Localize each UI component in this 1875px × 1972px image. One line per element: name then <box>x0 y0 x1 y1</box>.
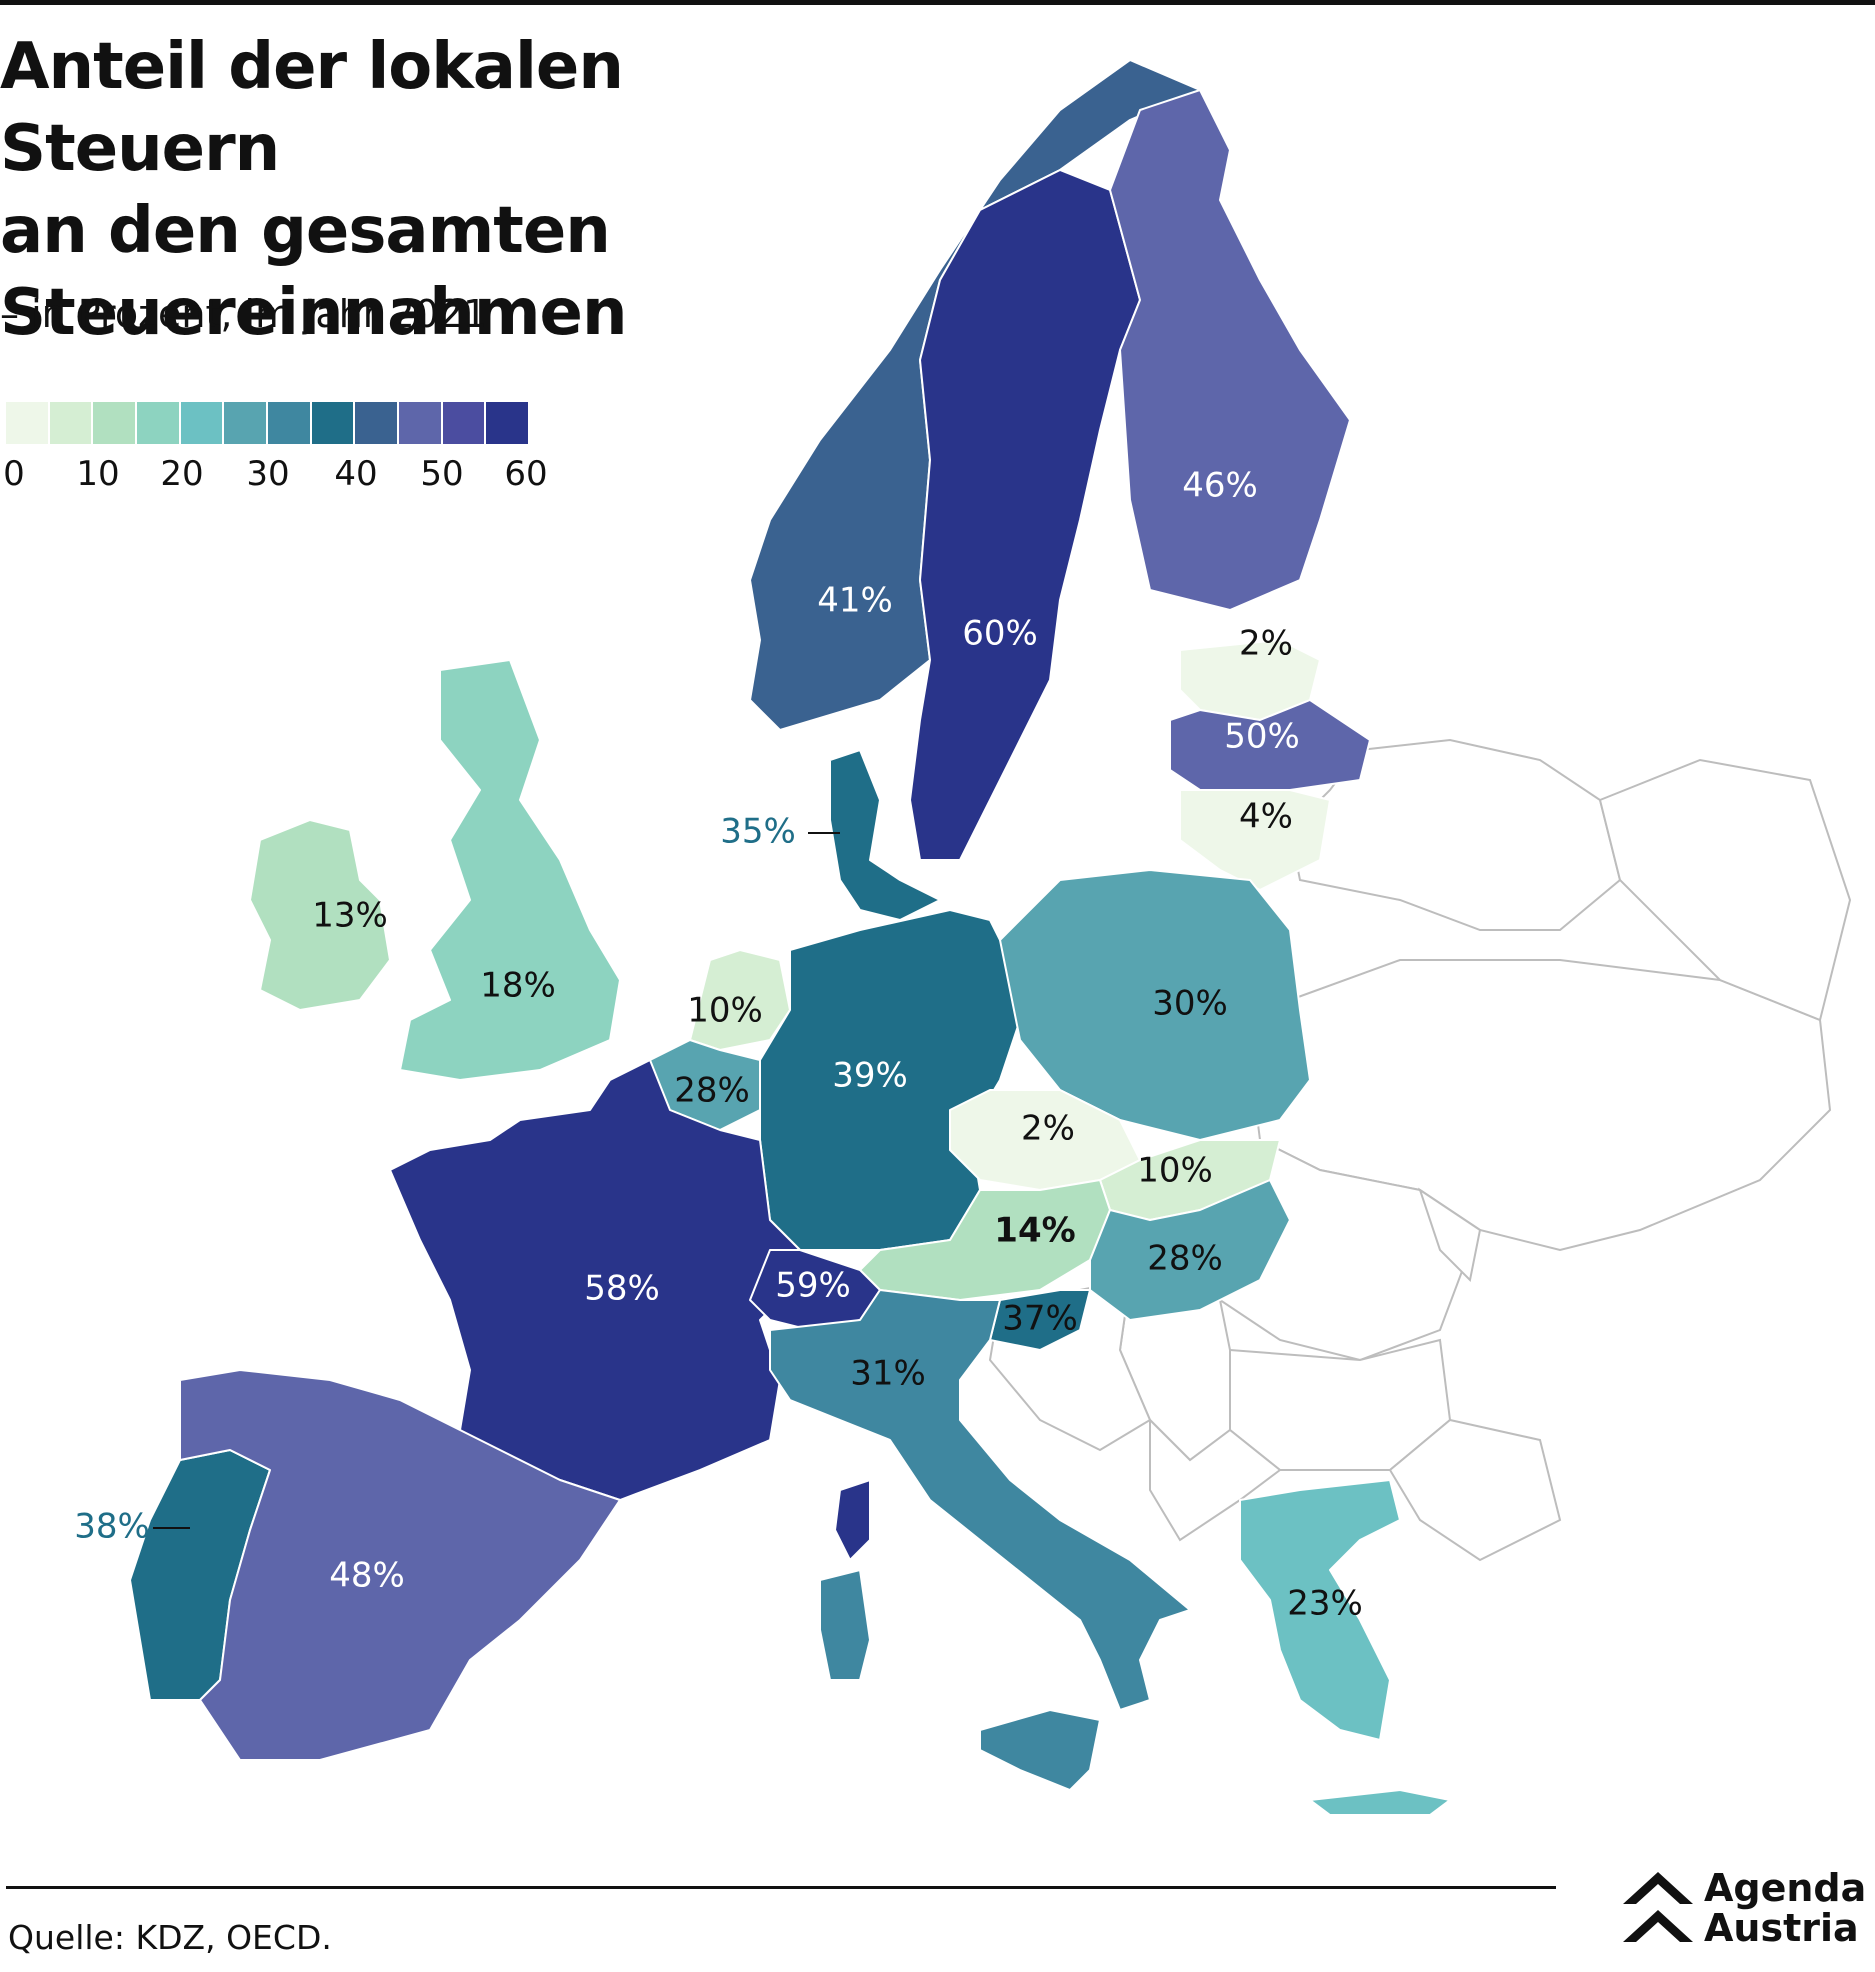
color-legend <box>6 402 530 448</box>
label-lithuania: 4% <box>1239 797 1293 837</box>
background-countries <box>988 738 1852 1562</box>
country-ireland <box>249 819 391 1011</box>
top-rule <box>0 0 1875 5</box>
legend-tick-label: 40 <box>334 454 378 494</box>
label-norway: 41% <box>817 581 893 621</box>
legend-swatch <box>224 402 267 444</box>
map-title: Anteil der lokalen Steuern an den gesamt… <box>0 26 900 354</box>
bg-russia-west <box>1598 758 1852 1022</box>
country-hungary <box>1089 1179 1291 1321</box>
label-portugal: 38% <box>74 1507 150 1547</box>
country-france-corsica <box>834 1479 871 1561</box>
country-spain <box>179 1369 621 1761</box>
label-estonia: 2% <box>1239 624 1293 664</box>
label-france: 58% <box>584 1269 660 1309</box>
label-sweden: 60% <box>962 614 1038 654</box>
legend-swatch <box>486 402 529 444</box>
country-labels: 41% 60% 46% 2% 50% 4% 35% 13% 18% 10% 28% 39% 30% 2% 1… <box>74 466 1363 1624</box>
legend-swatch <box>93 402 136 444</box>
legend-swatch <box>49 402 92 444</box>
label-germany: 39% <box>832 1056 908 1096</box>
legend-swatch <box>355 402 398 444</box>
callout-lines <box>153 832 840 1529</box>
country-lithuania <box>1179 789 1331 891</box>
label-latvia: 50% <box>1224 717 1300 757</box>
country-latvia <box>1169 699 1371 791</box>
legend-tick-label: 60 <box>504 454 548 494</box>
label-spain: 48% <box>329 1556 405 1596</box>
label-czechia: 2% <box>1021 1109 1075 1149</box>
label-italy: 31% <box>850 1354 926 1394</box>
country-denmark <box>829 749 941 921</box>
source-note: Quelle: KDZ, OECD. <box>8 1918 332 1957</box>
data-countries <box>129 59 1451 1816</box>
label-poland: 30% <box>1152 984 1228 1024</box>
legend-tick-label: 10 <box>76 454 120 494</box>
legend-swatch <box>6 402 48 444</box>
bg-turkey-west <box>1388 1418 1562 1562</box>
country-greece-crete <box>1309 1789 1451 1816</box>
legend-swatch <box>137 402 179 444</box>
legend-swatch <box>180 402 223 444</box>
label-finland: 46% <box>1182 466 1258 506</box>
label-greece: 23% <box>1287 1584 1363 1624</box>
legend-swatch <box>311 402 354 444</box>
label-switzerland: 59% <box>775 1266 851 1306</box>
label-slovenia: 37% <box>1002 1299 1078 1339</box>
map-subtitle: – in Prozent, im Jahr 2021 <box>0 292 488 336</box>
label-netherlands: 10% <box>687 991 763 1031</box>
agenda-austria-logo: Agenda Austria <box>1618 1858 1874 1958</box>
label-slovakia: 10% <box>1137 1151 1213 1191</box>
bg-albania-mk <box>1149 1417 1282 1542</box>
label-united-kingdom: 18% <box>480 966 556 1006</box>
legend-tick-label: 50 <box>420 454 464 494</box>
label-hungary: 28% <box>1147 1239 1223 1279</box>
label-austria: 14% <box>994 1211 1075 1251</box>
title-line-3: Steuereinnahmen <box>0 276 628 350</box>
title-line-1: Anteil der lokalen Steuern <box>0 30 624 186</box>
logo-word-2: Austria <box>1704 1906 1859 1950</box>
logo-chevrons-icon <box>1623 1872 1693 1942</box>
legend-tick-label: 30 <box>246 454 290 494</box>
legend-tick-label: 20 <box>160 454 204 494</box>
bg-moldova <box>1418 1187 1482 1283</box>
country-italy <box>769 1289 1191 1711</box>
legend-swatch <box>268 402 310 444</box>
legend-ticks: 0 10 20 30 40 50 60 <box>0 454 560 498</box>
label-belgium: 28% <box>674 1071 750 1111</box>
logo-word-1: Agenda <box>1704 1866 1867 1910</box>
country-italy-sicily <box>979 1709 1101 1791</box>
legend-swatch <box>399 402 441 444</box>
country-italy-sardinia <box>819 1569 871 1681</box>
country-greece <box>1239 1479 1401 1741</box>
country-uk <box>399 659 621 1081</box>
country-finland <box>1109 89 1351 611</box>
title-line-2: an den gesamten <box>0 194 611 268</box>
country-sweden <box>909 169 1141 861</box>
label-ireland: 13% <box>312 896 388 936</box>
legend-swatch <box>442 402 485 444</box>
legend-tick-label: 0 <box>3 454 25 494</box>
bottom-rule <box>6 1886 1556 1889</box>
label-denmark: 35% <box>720 812 796 852</box>
